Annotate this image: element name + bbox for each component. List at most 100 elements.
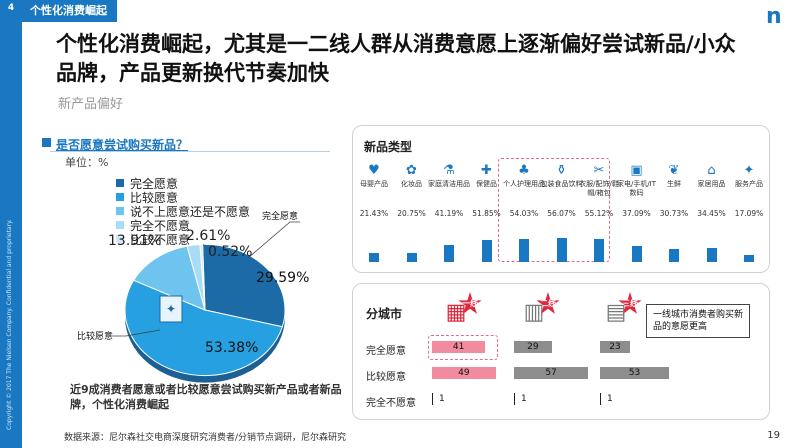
category-bar xyxy=(369,252,379,262)
building-icon: ▥ xyxy=(523,300,545,325)
legend-label: 完全不愿意 xyxy=(130,218,191,233)
pie-legend: 完全愿意 比较愿意 说不上愿意还是不愿意 完全不愿意 比较不愿意 xyxy=(116,176,250,247)
unit-label: 单位：% xyxy=(65,156,109,169)
category-value: 17.09% xyxy=(734,209,764,218)
slice-label: 0.52% xyxy=(208,244,252,260)
category-item: ♣ 个人护理用品 54.03% xyxy=(502,162,546,262)
category-item: ♥ 母婴产品 21.43% xyxy=(352,162,396,262)
legend-swatch xyxy=(116,207,124,215)
pie-slice xyxy=(132,245,206,311)
city-highlight-box xyxy=(428,335,498,360)
category-value: 54.03% xyxy=(509,209,539,218)
callout-line xyxy=(247,221,300,259)
category-item: ⚱ 包装食品饮料 56.07% xyxy=(540,162,584,262)
slice-label: 29.59% xyxy=(256,270,309,286)
legend-label: 完全愿意 xyxy=(130,176,179,191)
city-bar: 1 xyxy=(432,393,462,405)
category-icon: ♥ xyxy=(368,163,380,178)
category-highlight-box xyxy=(498,158,610,262)
category-bar xyxy=(406,253,417,262)
copyright-text: Copyright © 2017 The Nielsen Company. Co… xyxy=(6,219,13,430)
city-note: 一线城市消费者购买新品的意愿更高 xyxy=(646,304,750,338)
category-label: 保健品 xyxy=(476,180,497,188)
category-item: ✂ 衣服/配饰/鞋帽/箱包 55.12% xyxy=(577,162,621,262)
star-icon: ✦ xyxy=(166,302,176,316)
category-value: 30.73% xyxy=(659,209,689,218)
pie-slices: 29.59%53.38%13.91% 2.61%0.52% xyxy=(108,228,309,377)
city-bar: 23 xyxy=(600,341,630,353)
legend-swatch xyxy=(116,179,124,187)
category-bar xyxy=(481,240,492,262)
page-subtitle: 新产品偏好 xyxy=(58,97,124,112)
city-tier-2: ▥ 二线 xyxy=(514,292,560,326)
city-panel-title: 分城市 xyxy=(366,307,403,321)
document-star-icon xyxy=(159,295,183,323)
category-icon: ✂ xyxy=(593,163,605,178)
callout-line xyxy=(112,329,161,337)
page-number: 19 xyxy=(767,430,780,441)
category-icon: ✚ xyxy=(481,163,492,178)
city-tier-1: ▦ 一线 xyxy=(436,292,482,326)
city-bar: 57 xyxy=(514,367,589,379)
category-value: 41.19% xyxy=(434,209,464,218)
category-value: 34.45% xyxy=(697,209,726,218)
category-panel-title: 新品类型 xyxy=(364,140,413,154)
building-icon: ▤ xyxy=(605,300,627,325)
city-bar: 53 xyxy=(600,367,669,379)
category-value: 51.85% xyxy=(472,209,501,218)
city-bar: 41 xyxy=(432,341,486,353)
pie-slice xyxy=(124,279,283,377)
pie-slice xyxy=(186,244,206,311)
legend-item: 说不上愿意还是不愿意 xyxy=(116,204,250,219)
legend-swatch xyxy=(116,235,124,243)
category-bar xyxy=(594,238,604,262)
question-title: 是否愿意尝试购买新品？ xyxy=(41,138,189,152)
category-item: ⌂ 家居用品 34.45% xyxy=(690,162,734,262)
pie-slice xyxy=(199,243,206,311)
category-label: 家庭清洁用品 xyxy=(428,180,470,188)
legend-item: 完全不愿意 xyxy=(116,218,250,233)
category-icon: ⌂ xyxy=(707,163,716,178)
category-icon: ✿ xyxy=(406,163,417,178)
row-label: 完全不愿意 xyxy=(366,398,416,409)
category-label: 个人护理用品 xyxy=(503,180,545,188)
city-bar: 1 xyxy=(514,393,544,405)
legend-swatch xyxy=(116,221,124,229)
category-value: 21.43% xyxy=(359,209,389,218)
conclusion-text: 近9成消费者愿意或者比较愿意尝试购买新产品或者新品牌，个性化消费崛起 xyxy=(70,383,342,411)
category-bar xyxy=(631,246,642,262)
legend-item: 完全愿意 xyxy=(116,176,250,191)
category-bar xyxy=(744,254,754,262)
category-label: 包装食品饮料 xyxy=(540,180,583,188)
legend-label: 比较愿意 xyxy=(130,190,179,205)
category-label: 家电/手机/IT数码 xyxy=(616,180,657,197)
category-item: ▣ 家电/手机/IT数码 37.09% xyxy=(615,162,659,262)
category-item: ✚ 保健品 51.85% xyxy=(465,162,509,262)
category-label: 衣服/配饰/鞋帽/箱包 xyxy=(579,180,619,197)
pie-slice xyxy=(202,243,286,328)
pie-depth xyxy=(125,251,285,383)
category-bar xyxy=(669,249,679,262)
nielsen-logo-icon: n xyxy=(766,4,782,29)
city-bar: 49 xyxy=(432,367,496,379)
category-icon: ⚱ xyxy=(556,163,567,178)
side-strip: 4 Copyright © 2017 The Nielsen Company. … xyxy=(0,0,22,448)
category-value: 55.12% xyxy=(584,209,614,218)
category-value: 37.09% xyxy=(622,209,651,218)
category-item: ✦ 服务产品 17.09% xyxy=(727,162,771,262)
legend-swatch xyxy=(116,193,124,201)
row-label: 完全愿意 xyxy=(366,346,406,357)
section-number: 4 xyxy=(7,3,15,13)
source-note: 数据来源：尼尔森社交电商深度研究消费者/分销节点调研，尼尔森研究 xyxy=(64,433,347,443)
page-title: 个性化消费崛起，尤其是一二线人群从消费意愿上逐渐偏好尝试新品/小众品牌，产品更新… xyxy=(56,32,736,85)
category-label: 服务产品 xyxy=(735,180,763,188)
category-label: 化妆品 xyxy=(401,180,422,188)
section-tab: 个性化消费崛起 xyxy=(22,0,117,22)
question-divider xyxy=(50,151,330,152)
category-item: ✿ 化妆品 20.75% xyxy=(390,162,434,262)
callout-label: 完全愿意 xyxy=(262,210,298,222)
category-label: 家居用品 xyxy=(697,180,726,188)
city-bar: 1 xyxy=(600,393,630,405)
legend-item: 比较不愿意 xyxy=(116,232,250,247)
legend-item: 比较愿意 xyxy=(116,190,250,205)
